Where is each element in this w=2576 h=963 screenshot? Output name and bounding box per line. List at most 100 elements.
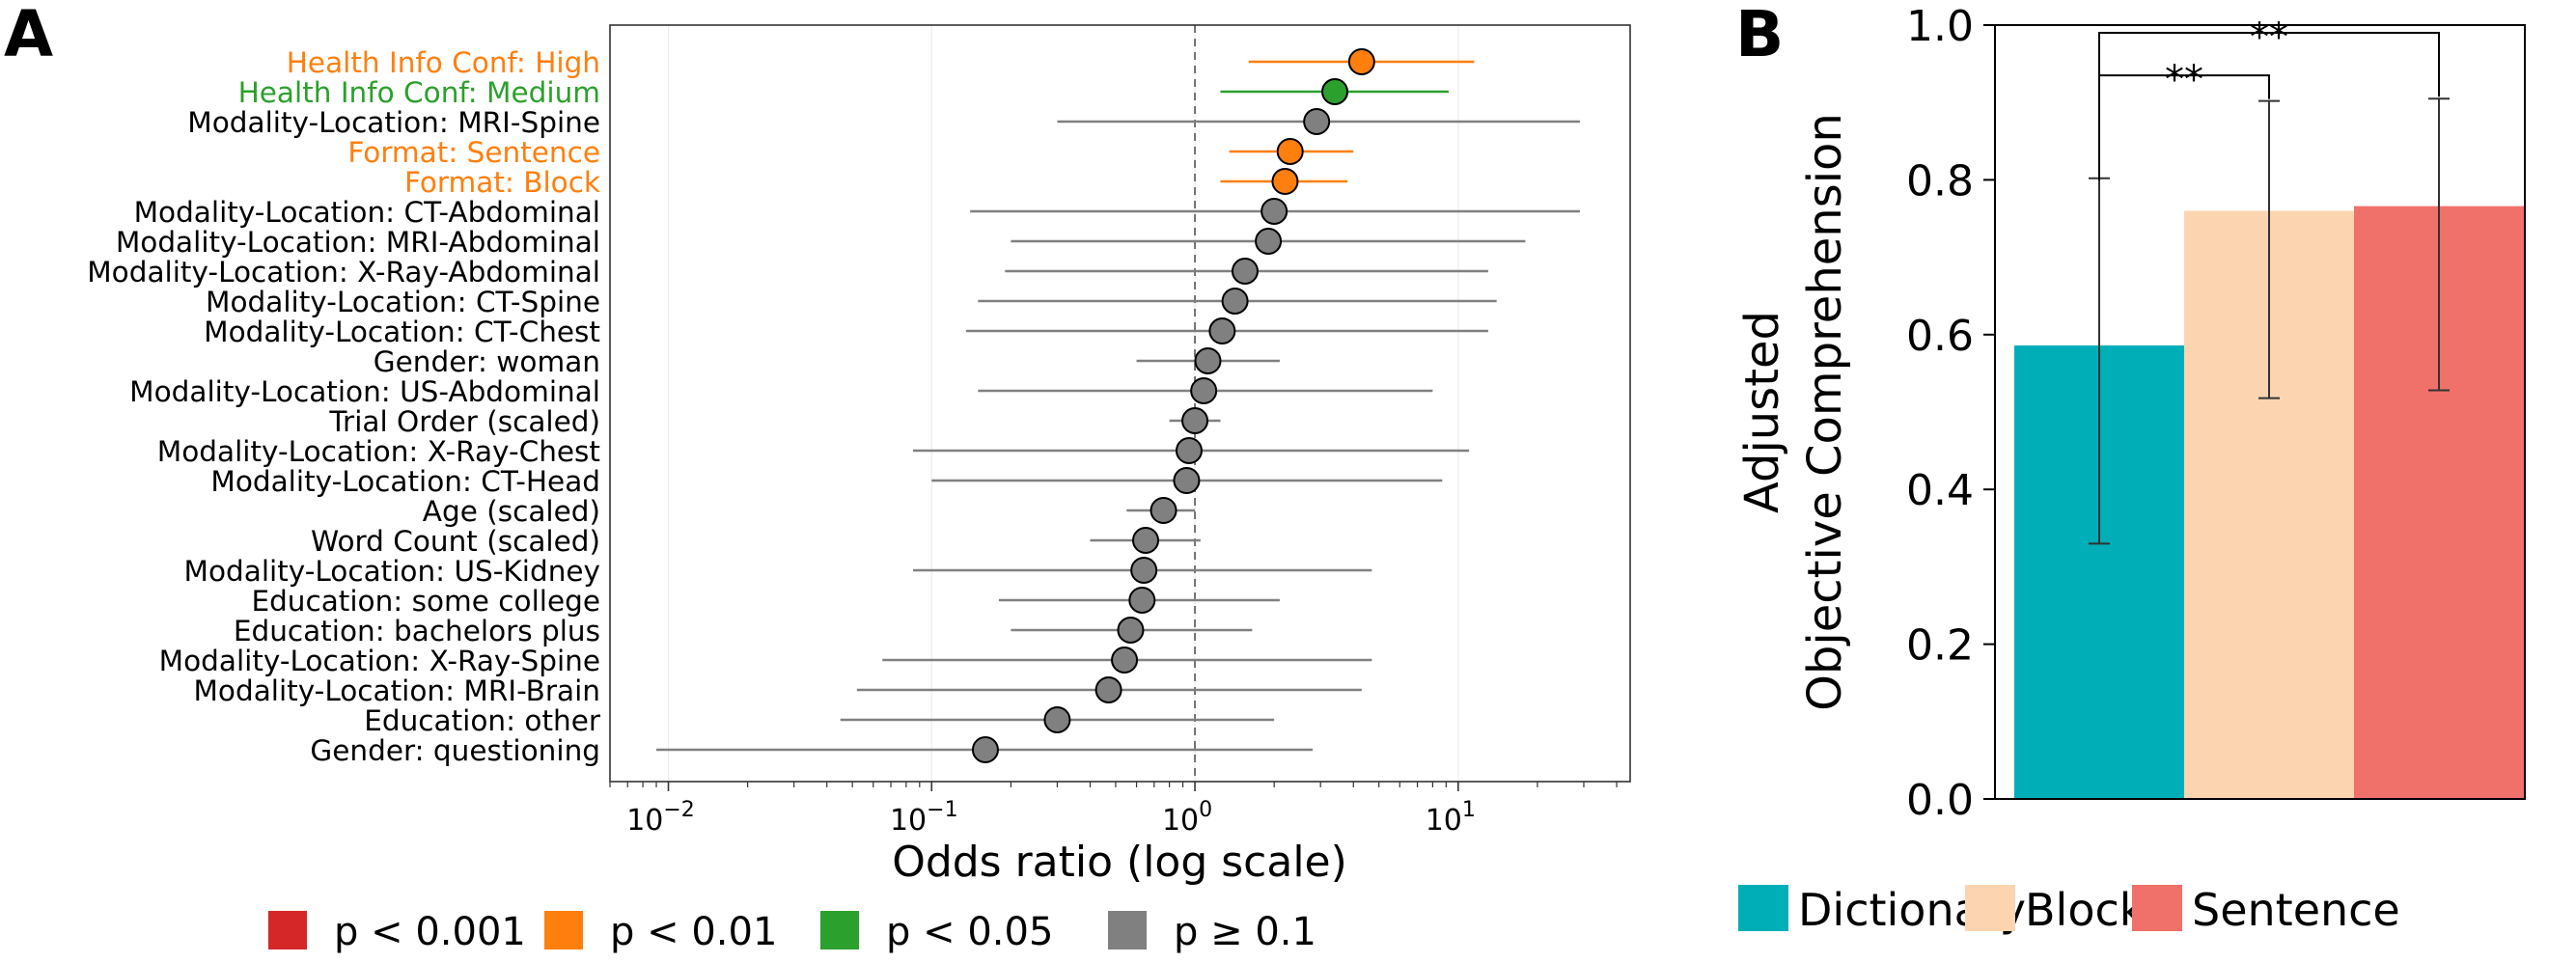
- y-label: Trial Order (scaled): [328, 405, 600, 438]
- forest-x-ticks: 10−2 10−1 100 101: [609, 782, 1618, 838]
- point-marker: [1181, 407, 1209, 434]
- x-tick-base: 10: [626, 804, 663, 838]
- forest-legend: p < 0.001 p < 0.01 p < 0.05 p ≥ 0.1: [268, 910, 1316, 954]
- panel-b-label: B: [1735, 0, 1784, 71]
- y-label: Modality-Location: MRI-Spine: [187, 106, 600, 139]
- forest-gridlines: [667, 25, 1459, 782]
- bracket-line: [2098, 32, 2440, 180]
- y-label: Modality-Location: CT-Abdominal: [134, 196, 600, 229]
- y-label: Education: bachelors plus: [234, 615, 600, 647]
- forest-x-axis-label: Odds ratio (log scale): [892, 838, 1347, 887]
- x-tick-exponent: 0: [1199, 798, 1212, 822]
- point-marker: [1194, 347, 1222, 374]
- bar-plot-frame: [1994, 24, 2526, 800]
- x-tick-base: 10: [1162, 804, 1199, 838]
- y-label: Gender: questioning: [310, 734, 600, 767]
- bar-error-bars: [2089, 97, 2450, 545]
- y-label: Modality-Location: CT-Spine: [206, 286, 600, 318]
- point-marker: [1043, 706, 1071, 733]
- y-label: Modality-Location: CT-Head: [210, 465, 600, 498]
- y-label: Word Count (scaled): [311, 525, 600, 558]
- significance-brackets: ** **: [2098, 15, 2440, 180]
- y-label: Modality-Location: US-Abdominal: [129, 375, 600, 408]
- x-tick-exponent: −2: [663, 798, 694, 822]
- y-label: Modality-Location: X-Ray-Abdominal: [87, 256, 600, 289]
- point-marker: [1175, 437, 1203, 464]
- y-label: Modality-Location: MRI-Brain: [193, 674, 600, 707]
- legend-swatch: [1965, 885, 2015, 931]
- x-tick-exponent: −1: [927, 798, 957, 822]
- bar-y-axis-label-line1: Adjusted: [1735, 311, 1789, 513]
- panel-a-label: A: [4, 0, 53, 71]
- y-label: Gender: woman: [374, 345, 600, 378]
- point-marker: [1208, 317, 1236, 344]
- point-marker: [1321, 78, 1349, 105]
- forest-plot-panel: A 10−2 10−1 100 101 Health Info Conf: HighH…: [4, 0, 1631, 954]
- forest-points: [656, 48, 1580, 763]
- bracket-label: **: [2165, 58, 2203, 102]
- point-marker: [1173, 467, 1201, 494]
- point-marker: [1117, 617, 1145, 644]
- x-tick-base: 10: [890, 804, 927, 838]
- bar-chart-panel: B ** ** 0.0 0.2 0.4 0.6 0.8 1.0 Adjusted Objec…: [1735, 0, 2526, 936]
- point-marker: [1150, 497, 1177, 524]
- legend-label: Sentence: [2192, 884, 2400, 936]
- y-tick-label: 0.6: [1906, 312, 1974, 361]
- bar-y-ticks: 0.0 0.2 0.4 0.6 0.8 1.0: [1906, 2, 1995, 825]
- legend-swatch: [1108, 911, 1147, 949]
- point-marker: [1190, 377, 1218, 404]
- y-label: Education: other: [364, 704, 601, 737]
- point-marker: [1347, 48, 1375, 75]
- point-marker: [1260, 198, 1288, 225]
- y-label: Age (scaled): [423, 495, 600, 528]
- y-tick-label: 0.8: [1906, 156, 1974, 206]
- y-label: Modality-Location: X-Ray-Chest: [157, 435, 600, 468]
- point-marker: [1130, 557, 1158, 584]
- point-marker: [1132, 527, 1160, 554]
- y-tick-label: 1.0: [1906, 2, 1974, 51]
- x-tick-base: 10: [1426, 804, 1462, 838]
- y-label: Health Info Conf: High: [287, 46, 600, 79]
- legend-label: p < 0.01: [610, 910, 777, 954]
- y-tick-label: 0.0: [1906, 776, 1974, 825]
- point-marker: [1094, 676, 1122, 703]
- forest-plot-frame: [609, 24, 1631, 783]
- x-tick-label: 10−2: [626, 798, 695, 838]
- legend-label: p ≥ 0.1: [1174, 910, 1316, 954]
- point-marker: [1276, 138, 1304, 165]
- x-tick-label: 100: [1162, 798, 1212, 838]
- legend-swatch: [544, 911, 583, 949]
- legend-swatch: [820, 911, 859, 949]
- x-tick-exponent: 1: [1462, 798, 1476, 822]
- y-label: Modality-Location: US-Kidney: [184, 555, 600, 588]
- legend-swatch: [2132, 885, 2182, 931]
- bar-legend: Dictionary Block Sentence: [1738, 884, 2400, 936]
- point-marker: [1111, 647, 1139, 674]
- y-tick-label: 0.2: [1906, 621, 1974, 671]
- bar-y-axis-label-line2: Objective Comprehension: [1798, 113, 1852, 711]
- legend-swatch: [268, 911, 307, 949]
- y-label: Format: Sentence: [347, 136, 600, 169]
- y-label: Modality-Location: CT-Chest: [204, 316, 600, 348]
- y-label: Modality-Location: X-Ray-Spine: [159, 645, 600, 677]
- legend-swatch: [1738, 885, 1788, 931]
- point-marker: [971, 736, 999, 763]
- y-tick-label: 0.4: [1906, 466, 1974, 515]
- bracket-label: **: [2250, 15, 2288, 60]
- x-tick-label: 10−1: [890, 798, 958, 838]
- point-marker: [1255, 228, 1283, 255]
- y-label: Education: some college: [251, 585, 600, 618]
- legend-label: p < 0.001: [334, 910, 526, 954]
- point-marker: [1221, 288, 1249, 315]
- y-label: Modality-Location: MRI-Abdominal: [116, 226, 600, 259]
- x-tick-label: 101: [1426, 798, 1476, 838]
- point-marker: [1128, 587, 1156, 614]
- point-marker: [1271, 168, 1299, 195]
- y-label: Format: Block: [404, 166, 600, 199]
- legend-label: Block: [2025, 884, 2146, 936]
- point-marker: [1303, 108, 1331, 135]
- y-label: Health Info Conf: Medium: [238, 76, 600, 109]
- point-marker: [1231, 258, 1259, 285]
